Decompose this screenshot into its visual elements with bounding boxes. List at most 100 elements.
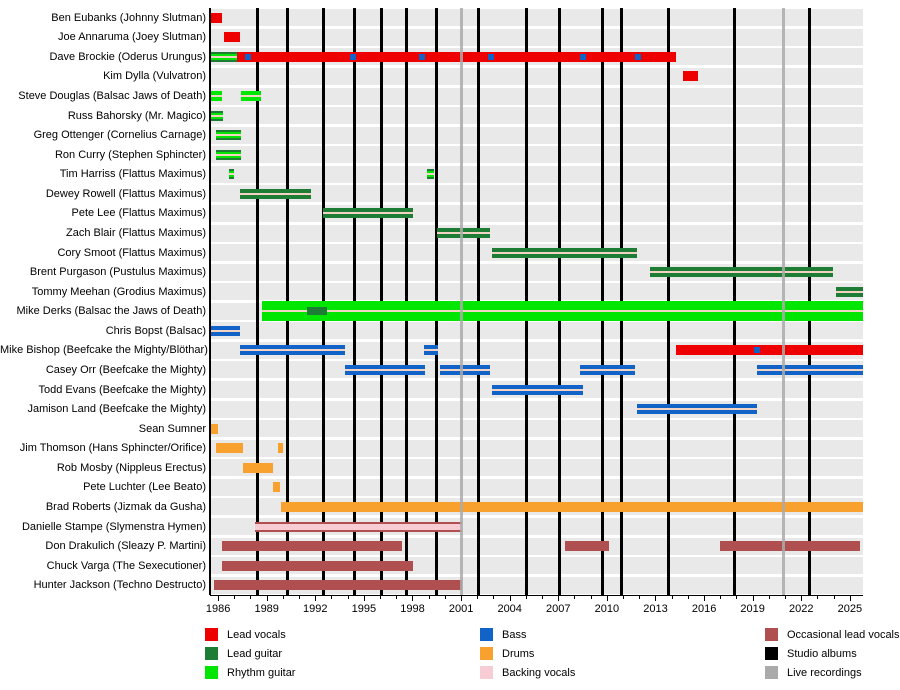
axis-major-tick xyxy=(801,595,803,601)
row-label: Brad Roberts (Jizmak da Gusha) xyxy=(45,500,206,513)
timeline-bar xyxy=(210,325,240,336)
row-band xyxy=(210,478,863,496)
timeline-bar xyxy=(440,364,491,375)
axis-tick-label: 2022 xyxy=(789,603,814,615)
axis-major-tick xyxy=(412,595,414,601)
legend-label: Rhythm guitar xyxy=(227,666,296,679)
row-label: Steve Douglas (Balsac Jaws of Death) xyxy=(18,90,206,103)
bass-stint-dot xyxy=(579,53,586,60)
legend-label: Studio albums xyxy=(787,647,857,660)
x-axis-line xyxy=(210,595,863,596)
row-label: Dewey Rowell (Flattus Maximus) xyxy=(45,187,206,200)
row-band xyxy=(210,439,863,457)
row-label: Cory Smoot (Flattus Maximus) xyxy=(57,246,206,259)
axis-major-tick xyxy=(363,595,365,601)
bass-stint-dot xyxy=(419,53,426,60)
axis-major-tick xyxy=(461,595,463,601)
row-band xyxy=(210,126,863,144)
bass-stint-dot xyxy=(488,53,495,60)
axis-minor-tick xyxy=(493,595,495,599)
timeline-bar xyxy=(281,501,863,512)
row-band xyxy=(210,185,863,203)
axis-tick-label: 2004 xyxy=(497,603,522,615)
axis-tick-label: 1998 xyxy=(400,603,425,615)
timeline-bar xyxy=(216,130,241,141)
axis-major-tick xyxy=(266,595,268,601)
legend-label: Occasional lead vocals xyxy=(787,628,900,641)
timeline-bar xyxy=(261,301,863,322)
legend-swatch xyxy=(765,628,778,641)
row-band xyxy=(210,283,863,301)
axis-tick-label: 2010 xyxy=(594,603,620,615)
timeline-bar xyxy=(636,404,757,415)
row-label: Don Drakulich (Sleazy P. Martini) xyxy=(45,540,206,553)
legend-item: Rhythm guitar xyxy=(205,666,295,679)
axis-major-tick xyxy=(655,595,657,601)
row-label: Pete Lee (Flattus Maximus) xyxy=(71,207,207,220)
legend-swatch xyxy=(205,628,218,641)
timeline-bar xyxy=(580,364,636,375)
timeline-bar xyxy=(683,71,698,82)
axis-tick-label: 1995 xyxy=(351,603,377,615)
row-band xyxy=(210,146,863,164)
row-band xyxy=(210,400,863,418)
row-label: Casey Orr (Beefcake the Mighty) xyxy=(45,363,206,376)
row-band xyxy=(210,9,863,27)
axis-minor-tick xyxy=(250,595,252,599)
timeline-bar xyxy=(239,345,346,356)
timeline-bar xyxy=(222,541,402,552)
row-label: Tim Harriss (Flattus Maximus) xyxy=(59,168,206,181)
row-label: Jamison Land (Beefcake the Mighty) xyxy=(27,403,206,416)
row-label: Mike Bishop (Beefcake the Mighty/Blöthar… xyxy=(0,344,208,357)
legend-item: Backing vocals xyxy=(480,666,575,679)
row-band xyxy=(210,322,863,340)
row-band xyxy=(210,87,863,105)
axis-minor-tick xyxy=(234,595,236,599)
timeline-bar xyxy=(210,423,219,434)
legend-item: Live recordings xyxy=(765,666,862,679)
axis-minor-tick xyxy=(477,595,479,599)
timeline-bar xyxy=(240,91,261,102)
timeline-bar xyxy=(210,91,223,102)
legend-swatch xyxy=(480,628,493,641)
timeline-bar xyxy=(564,541,609,552)
timeline-bar xyxy=(323,208,414,219)
timeline-bar xyxy=(427,169,434,180)
axis-minor-tick xyxy=(347,595,349,599)
timeline-bar xyxy=(210,12,223,23)
axis-minor-tick xyxy=(687,595,689,599)
row-label: Kim Dylla (Vulvatron) xyxy=(103,70,206,83)
axis-minor-tick xyxy=(331,595,333,599)
legend-item: Studio albums xyxy=(765,647,857,660)
y-axis-line xyxy=(209,8,211,595)
axis-tick-label: 2016 xyxy=(691,603,717,615)
axis-minor-tick xyxy=(444,595,446,599)
axis-tick-label: 1989 xyxy=(254,603,279,615)
legend-label: Lead guitar xyxy=(227,647,283,660)
row-label: Russ Bahorsky (Mr. Magico) xyxy=(67,109,206,122)
legend-label: Live recordings xyxy=(787,666,862,679)
legend-swatch xyxy=(480,666,493,679)
timeline-bar xyxy=(720,541,860,552)
row-label: Brent Purgason (Pustulus Maximus) xyxy=(29,266,206,279)
axis-tick-label: 2007 xyxy=(546,603,571,615)
row-label: Sean Sumner xyxy=(138,422,206,435)
timeline-bar xyxy=(423,345,438,356)
bass-stint-dot xyxy=(753,347,760,354)
axis-major-tick xyxy=(704,595,706,601)
row-label: Dave Brockie (Oderus Urungus) xyxy=(49,50,206,63)
live-recording-line xyxy=(781,8,785,595)
row-label: Tommy Meehan (Grodius Maximus) xyxy=(31,285,206,298)
axis-minor-tick xyxy=(833,595,835,599)
legend-label: Bass xyxy=(502,628,527,641)
legend-swatch xyxy=(765,666,778,679)
legend-item: Lead vocals xyxy=(205,628,286,641)
bass-stint-dot xyxy=(349,53,356,60)
row-band xyxy=(210,420,863,438)
row-band xyxy=(210,224,863,242)
timeline-bar xyxy=(243,462,274,473)
axis-minor-tick xyxy=(299,595,301,599)
axis-minor-tick xyxy=(817,595,819,599)
timeline-bar xyxy=(756,364,863,375)
axis-minor-tick xyxy=(639,595,641,599)
